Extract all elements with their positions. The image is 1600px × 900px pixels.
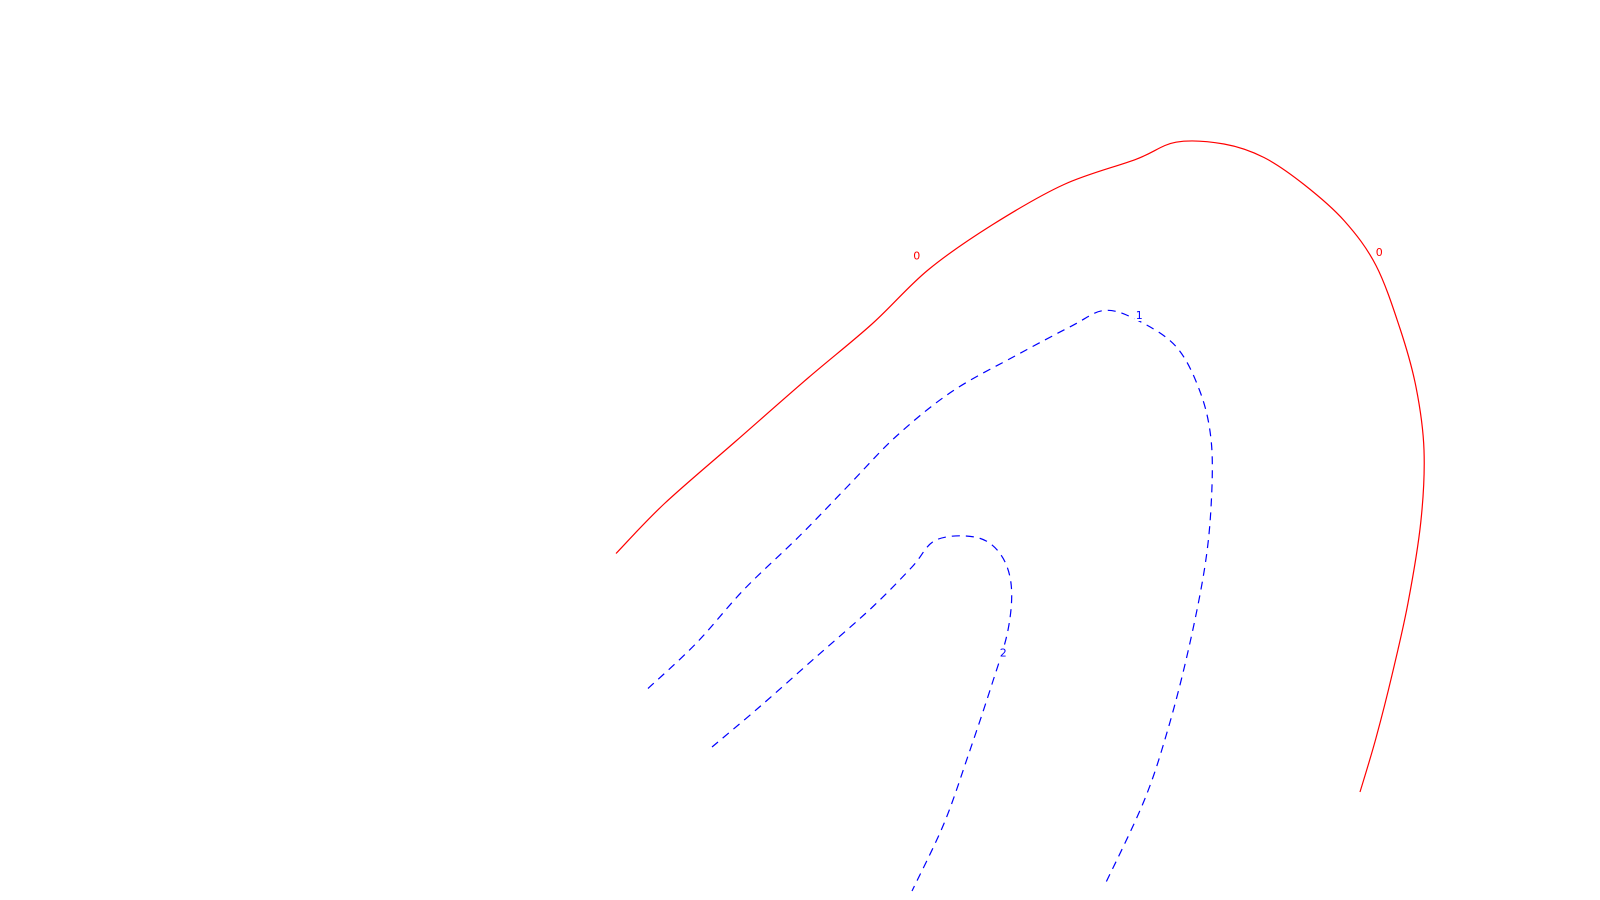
contour-label-level-2: 2 bbox=[1000, 647, 1007, 660]
contour-label-level-0: 0 bbox=[913, 250, 920, 263]
contour-labels: 0 0 1 2 bbox=[911, 245, 1385, 660]
contour-label-background bbox=[998, 645, 1009, 659]
contour-line-level-2 bbox=[711, 535, 1013, 892]
contour-label-background bbox=[1374, 245, 1385, 258]
contour-label-background bbox=[911, 248, 922, 262]
contour-label-level-1: 1 bbox=[1136, 309, 1143, 322]
contour-line-level-1 bbox=[647, 309, 1213, 887]
contour-label-background bbox=[1134, 308, 1145, 321]
contour-label-level-0: 0 bbox=[1376, 246, 1383, 259]
contour-lines bbox=[615, 140, 1425, 892]
contour-line-level-0 bbox=[615, 140, 1425, 793]
